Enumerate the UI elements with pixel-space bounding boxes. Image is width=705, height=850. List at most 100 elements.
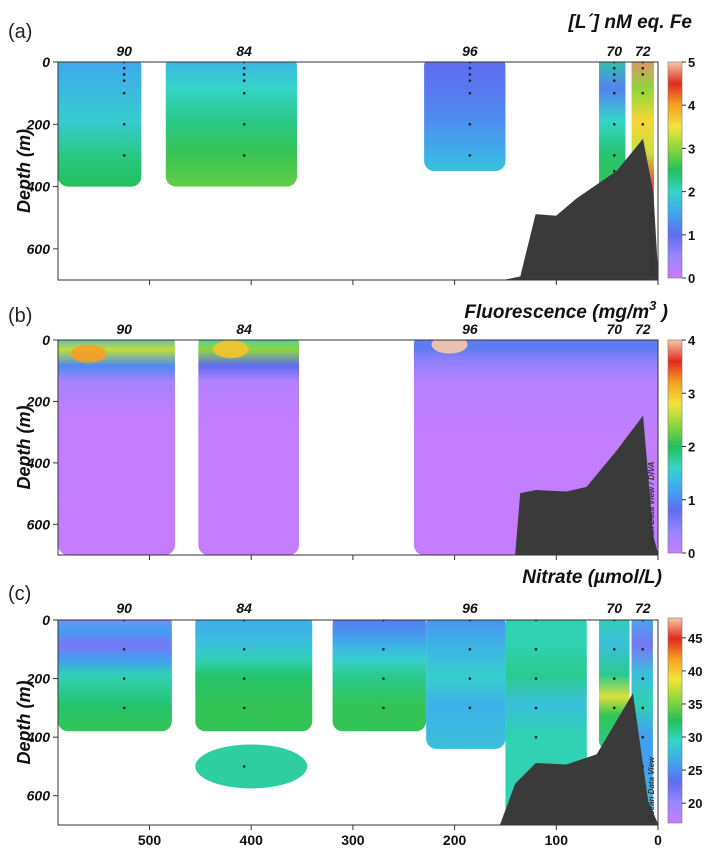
hotspot [70,344,107,363]
station-label: 84 [236,600,252,616]
sample-point [612,73,616,76]
chart-title: Fluorescence (mg/m3 ) [464,298,668,323]
bathymetry [58,693,658,825]
sample-point [242,647,246,651]
colorbar-tick-label: 2 [688,185,695,200]
plot-area [58,620,658,825]
plot-frame [57,619,659,826]
colorbar [667,61,683,279]
sample-point [641,706,645,710]
colorbar-tick-label: 0 [688,546,695,561]
watermark: Ocean Data View [647,756,656,821]
sample-point [242,73,246,76]
panel-1: 0 200 400 600 Depth (m) (a) [L´] nM eq. Fe 90 84… [8,12,696,286]
data-column [195,620,313,732]
sample-point [612,66,616,70]
y-tick-label: 0 [42,54,50,70]
x-tick-label: 100 [545,832,569,848]
sample-point [468,122,472,126]
data-column [58,340,175,555]
data-column [165,62,297,187]
panel-3: 0 200 400 600 500 400 300 200 100 0 Depth (m) (c) Ni… [8,567,702,848]
station-label: 84 [236,43,252,59]
station-label: 70 [606,321,622,337]
y-tick-label: 400 [26,179,51,195]
sample-point [612,169,616,173]
sample-point [468,677,472,680]
colorbar [667,617,683,824]
y-tick-label: 200 [26,393,51,409]
colorbar-tick-label: 3 [688,386,695,401]
station-label: 72 [635,600,651,616]
chart-title-text: Nitrate (µmol/L) [522,567,662,588]
sample-point [242,122,246,126]
data-column [424,62,506,171]
data-column [58,62,142,187]
chart-title-superscript: 3 [649,298,657,313]
sample-point [641,735,645,739]
sample-point [534,706,538,710]
sample-point [242,66,246,70]
y-tick-label: 200 [26,116,51,132]
sample-point [122,706,126,710]
station-label: 90 [116,600,132,616]
plot-frame [57,339,659,556]
sample-point [242,677,246,680]
hotspot [212,340,249,359]
sample-point [122,66,126,70]
sample-point [612,706,616,710]
colorbar-tick-label: 0 [688,271,695,286]
colorbar-tick-label: 5 [688,55,695,70]
x-tick-label: 300 [341,832,365,848]
station-label: 96 [462,321,478,337]
y-tick-label: 0 [42,612,50,628]
colorbar [667,339,683,554]
panel-2: 0 200 400 600 Depth (m) (b) Fluorescence (mg/m… [8,298,696,561]
sample-point [641,647,645,651]
sample-point [641,677,645,680]
colorbar-tick-label: 4 [688,333,696,348]
y-tick-label: 400 [26,729,51,745]
sample-point [468,91,472,95]
plot-area [58,62,658,280]
bathymetry [58,138,658,280]
colorbar-tick-label: 25 [688,763,702,778]
panel-label: (a) [8,21,32,43]
y-tick-label: 600 [27,788,51,804]
y-tick-label: 400 [26,455,51,471]
colorbar-tick-label: 35 [688,697,702,712]
sample-point [242,765,246,768]
colorbar-tick-label: 1 [688,228,695,243]
colorbar-tick-label: 40 [688,664,702,679]
colorbar-tick-label: 4 [688,98,696,113]
sample-point [612,154,616,157]
x-tick-label: 200 [443,832,467,848]
chart-title: [L´] nM eq. Fe [568,12,693,33]
x-tick-label: 500 [138,832,162,848]
sample-point [534,647,538,651]
colorbar-tick-label: 20 [688,796,702,811]
data-blob [195,744,308,789]
station-label: 70 [606,43,622,59]
sample-point [382,677,385,680]
sample-point [641,73,645,76]
y-tick-label: 600 [27,241,51,257]
chart-title-suffix: ) [656,302,668,323]
sample-point [468,66,472,70]
bathymetry [58,415,658,555]
plot-area [58,340,658,555]
sample-point [612,91,616,95]
data-column [198,340,300,555]
hotspot [431,340,468,354]
data-column [599,62,626,193]
watermark: Ocean Data View [647,211,656,276]
watermark: Ocean Data View / DIVA [647,461,656,551]
station-label: 90 [116,43,132,59]
sample-point [612,122,616,126]
y-axis-label: Depth (m) [14,406,34,490]
sample-point [382,647,385,651]
sample-point [122,647,126,651]
sample-point [242,79,246,82]
sample-point [122,154,126,157]
sample-point [122,73,126,76]
